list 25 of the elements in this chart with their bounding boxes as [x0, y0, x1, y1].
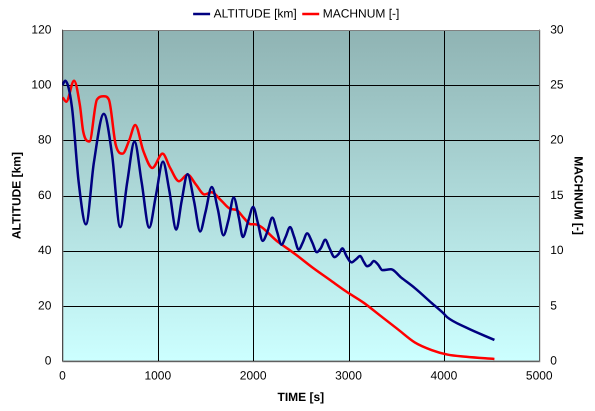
y-tick-label: 100	[31, 78, 52, 92]
y-tick-label: 60	[38, 188, 52, 202]
x-tick-label: 5000	[526, 368, 553, 383]
y-tick-label: 20	[38, 298, 52, 312]
x-tick-label: 0	[59, 368, 66, 383]
y2-tick-label: 20	[550, 132, 564, 147]
y-tick-label: 80	[38, 132, 52, 147]
y2-tick-label: 10	[550, 243, 564, 258]
y-tick-label: 120	[31, 22, 52, 36]
legend-label: ALTITUDE [km]	[214, 6, 297, 20]
y-axis-title: ALTITUDE [km]	[10, 152, 24, 240]
y2-tick-label: 0	[550, 354, 558, 368]
legend-label: MACHNUM [-]	[322, 6, 400, 20]
y2-tick-label: 5	[550, 298, 558, 312]
y-tick-label: 0	[44, 354, 52, 368]
y2-tick-label: 25	[550, 78, 564, 92]
x-axis-title: TIME [s]	[278, 390, 324, 404]
y2-axis-title: MACHNUM [-]	[571, 156, 586, 235]
x-tick-label: 3000	[335, 368, 362, 383]
x-tick-label: 1000	[144, 368, 172, 383]
y2-tick-label: 30	[550, 22, 564, 36]
y2-tick-label: 15	[550, 188, 564, 202]
y-tick-label: 40	[38, 243, 52, 258]
x-tick-label: 4000	[430, 368, 458, 383]
x-tick-label: 2000	[240, 368, 267, 383]
